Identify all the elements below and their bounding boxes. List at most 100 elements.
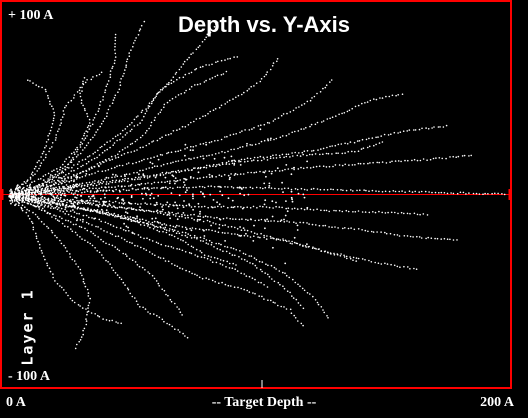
scatter-point: [78, 160, 80, 163]
scatter-point: [212, 109, 215, 111]
scatter-point: [352, 256, 355, 259]
scatter-point: [155, 241, 158, 244]
scatter-point: [144, 183, 147, 185]
scatter-point: [71, 299, 74, 302]
scatter-point: [117, 185, 120, 187]
scatter-point: [58, 172, 61, 175]
scatter-point: [114, 186, 116, 188]
scatter-point: [97, 181, 99, 184]
scatter-point: [188, 203, 191, 206]
scatter-point: [43, 190, 45, 192]
scatter-point: [243, 158, 246, 161]
scatter-point: [354, 211, 357, 213]
scatter-point: [174, 264, 176, 267]
scatter-point: [333, 254, 336, 256]
scatter-point: [240, 158, 243, 161]
scatter-point: [285, 153, 288, 156]
scatter-point: [123, 72, 125, 75]
scatter-point: [75, 185, 78, 188]
scatter-point: [238, 159, 240, 162]
scatter-point: [151, 240, 154, 242]
scatter-point: [179, 149, 182, 152]
scatter-point: [230, 247, 232, 249]
scatter-point: [183, 92, 186, 94]
scatter-point: [217, 139, 219, 142]
scatter-point: [303, 103, 306, 105]
scatter-point: [75, 197, 78, 199]
scatter-point: [250, 255, 253, 257]
scatter-point: [86, 229, 89, 232]
scatter-point: [118, 180, 120, 183]
scatter-point: [159, 137, 161, 140]
scatter-point: [87, 307, 89, 309]
scatter-point: [326, 189, 329, 191]
scatter-point: [205, 64, 207, 66]
scatter-point: [190, 71, 193, 74]
scatter-point: [264, 272, 267, 274]
scatter-point: [202, 157, 205, 160]
scatter-point: [230, 173, 232, 175]
scatter-point: [155, 225, 157, 228]
scatter-point: [22, 183, 24, 186]
scatter-point: [320, 250, 323, 252]
scatter-point: [314, 247, 316, 250]
scatter-point: [442, 126, 445, 128]
scatter-point: [299, 244, 301, 246]
scatter-point: [51, 105, 53, 107]
scatter-point: [255, 171, 258, 173]
scatter-point: [87, 156, 89, 158]
scatter-point: [232, 133, 235, 136]
scatter-point: [93, 134, 96, 136]
scatter-point: [79, 92, 81, 95]
scatter-point: [118, 206, 121, 208]
scatter-point: [212, 199, 215, 201]
scatter-point: [118, 164, 121, 167]
scatter-point: [63, 175, 65, 178]
scatter-point: [67, 177, 70, 179]
scatter-point: [392, 190, 395, 192]
scatter-point: [272, 301, 275, 304]
scatter-point: [72, 193, 75, 196]
scatter-point: [203, 256, 206, 259]
scatter-point: [132, 42, 135, 44]
scatter-point: [86, 311, 89, 313]
scatter-point: [427, 128, 430, 130]
scatter-point: [427, 236, 430, 239]
scatter-point: [17, 204, 20, 207]
scatter-point: [369, 162, 371, 164]
scatter-point: [227, 206, 229, 209]
scatter-point: [87, 304, 90, 307]
scatter-point: [98, 165, 100, 168]
scatter-point: [273, 266, 276, 269]
scatter-point: [236, 228, 239, 230]
scatter-point: [270, 220, 272, 222]
scatter-point: [45, 153, 47, 156]
scatter-point: [164, 181, 166, 184]
scatter-point: [400, 211, 403, 214]
scatter-point: [101, 151, 104, 154]
scatter-point: [309, 99, 312, 102]
scatter-point: [142, 174, 145, 177]
scatter-point: [97, 236, 99, 238]
scatter-point: [174, 170, 177, 173]
scatter-point: [241, 93, 243, 96]
scatter-point: [172, 130, 175, 132]
scatter-point: [364, 102, 366, 104]
scatter-point: [117, 196, 119, 199]
scatter-point: [239, 226, 242, 228]
scatter-point: [42, 159, 45, 161]
scatter-point: [128, 207, 130, 209]
scatter-point: [178, 68, 181, 71]
scatter-point: [181, 268, 184, 270]
scatter-point: [259, 80, 262, 83]
scatter-point: [213, 26, 216, 28]
scatter-point: [116, 139, 118, 142]
scatter-point: [135, 209, 138, 211]
scatter-point: [194, 227, 197, 230]
scatter-point: [224, 136, 226, 138]
scatter-point: [429, 158, 432, 161]
scatter-point: [300, 187, 303, 190]
scatter-point: [44, 258, 46, 261]
scatter-point: [384, 231, 386, 234]
scatter-point: [177, 150, 179, 152]
